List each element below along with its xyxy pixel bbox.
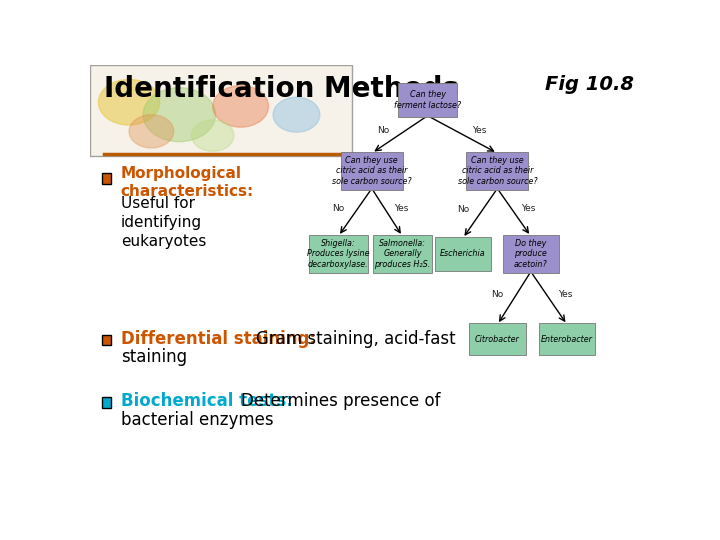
Text: Morphological
characteristics:: Morphological characteristics: <box>121 166 254 199</box>
Text: No: No <box>491 289 503 299</box>
Text: Shigella:
Produces lysine
decarboxylase.: Shigella: Produces lysine decarboxylase. <box>307 239 369 269</box>
Text: Can they
ferment lactose?: Can they ferment lactose? <box>394 90 461 110</box>
FancyBboxPatch shape <box>102 397 111 408</box>
Text: Fig 10.8: Fig 10.8 <box>545 75 634 94</box>
Text: No: No <box>332 204 344 213</box>
Text: staining: staining <box>121 348 186 366</box>
Text: Enterobacter: Enterobacter <box>541 335 593 344</box>
Text: No: No <box>377 126 389 135</box>
Text: bacterial enzymes: bacterial enzymes <box>121 411 274 429</box>
FancyBboxPatch shape <box>467 152 528 190</box>
Text: Do they
produce
acetoin?: Do they produce acetoin? <box>514 239 548 269</box>
Circle shape <box>129 114 174 148</box>
FancyBboxPatch shape <box>503 235 559 273</box>
Text: No: No <box>457 205 469 214</box>
FancyBboxPatch shape <box>398 83 457 117</box>
FancyBboxPatch shape <box>435 237 491 271</box>
Text: Yes: Yes <box>394 204 408 213</box>
FancyBboxPatch shape <box>469 323 526 355</box>
Text: Yes: Yes <box>472 126 487 135</box>
Circle shape <box>192 120 234 151</box>
FancyBboxPatch shape <box>309 235 368 273</box>
Text: Identification Methods: Identification Methods <box>104 75 459 103</box>
Circle shape <box>273 97 320 132</box>
Circle shape <box>99 79 160 125</box>
Text: Can they use
citric acid as their
sole carbon source?: Can they use citric acid as their sole c… <box>457 156 537 186</box>
Text: Citrobacter: Citrobacter <box>475 335 520 344</box>
Text: Useful for
identifying
eukaryotes: Useful for identifying eukaryotes <box>121 196 206 249</box>
FancyBboxPatch shape <box>102 173 111 184</box>
Circle shape <box>143 87 215 141</box>
Text: Escherichia: Escherichia <box>440 249 485 259</box>
FancyBboxPatch shape <box>341 152 402 190</box>
FancyBboxPatch shape <box>373 235 432 273</box>
Circle shape <box>213 85 269 127</box>
Text: Salmonella:
Generally
produces H₂S.: Salmonella: Generally produces H₂S. <box>374 239 431 269</box>
Text: Yes: Yes <box>559 289 573 299</box>
Text: Determines presence of: Determines presence of <box>240 392 440 410</box>
FancyBboxPatch shape <box>539 323 595 355</box>
Text: Biochemical tests:: Biochemical tests: <box>121 392 292 410</box>
Text: Gram staining, acid-fast: Gram staining, acid-fast <box>256 330 456 348</box>
Text: Differential staining:: Differential staining: <box>121 330 315 348</box>
FancyBboxPatch shape <box>90 65 352 156</box>
Text: Can they use
citric acid as their
sole carbon source?: Can they use citric acid as their sole c… <box>332 156 412 186</box>
FancyBboxPatch shape <box>102 335 111 346</box>
Text: Yes: Yes <box>521 204 535 213</box>
